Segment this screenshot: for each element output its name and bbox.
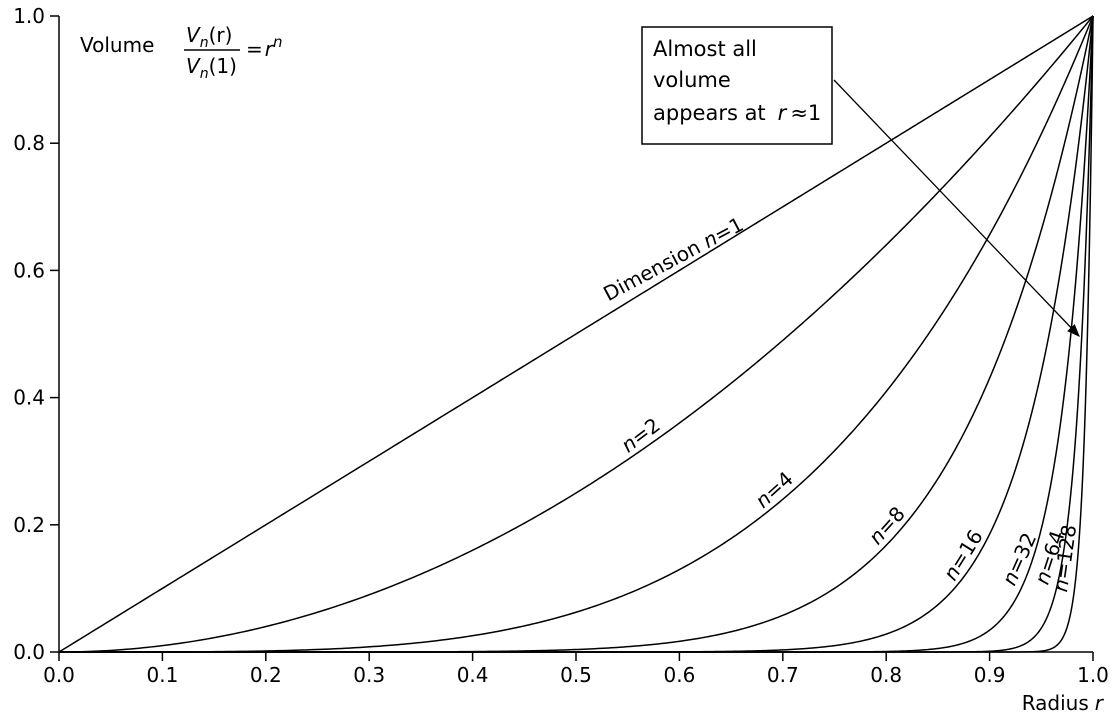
x-tick-label: 0.9 (974, 663, 1006, 687)
series-label-n16: n=16 (938, 525, 987, 584)
series-label-n8: n=8 (864, 502, 910, 549)
formula-numerator: Vn(r) (186, 23, 232, 51)
y-tick-label: 1.0 (13, 4, 45, 28)
series-label-text: Dimension n=1 (599, 212, 747, 306)
formula-rhs: = rn (246, 33, 283, 61)
x-tick-label: 0.3 (353, 663, 385, 687)
x-axis: 0.0 0.1 0.2 0.3 0.4 0.5 0.6 0.7 0.8 0.9 1.0 (43, 652, 1109, 687)
x-tick-label: 0.6 (663, 663, 695, 687)
x-tick-label: 0.7 (767, 663, 799, 687)
y-tick-label: 0.2 (13, 513, 45, 537)
series-labels: Dimension n=1n=2n=4n=8n=16n=32n=64n=128 (599, 212, 1081, 593)
formula-denominator: Vn(1) (186, 54, 237, 82)
y-tick-label: 0.8 (13, 131, 45, 155)
x-tick-label: 0.5 (560, 663, 592, 687)
annotation-line-2: volume (653, 68, 731, 92)
y-tick-label: 0.4 (13, 386, 45, 410)
x-tick-label: 1.0 (1077, 663, 1109, 687)
series-label-n1: Dimension n=1 (599, 212, 747, 306)
series-label-text: n=8 (864, 502, 910, 549)
series-label-text: n=4 (750, 467, 797, 513)
series-curve-n1 (58, 15, 1094, 653)
annotation-frame (641, 26, 833, 145)
series-curve-n4 (59, 15, 1094, 653)
annotation-line-3: appears at r ≈1 (653, 101, 821, 125)
y-axis: 0.0 0.2 0.4 0.6 0.8 1.0 (13, 4, 59, 664)
x-tick-label: 0.4 (457, 663, 489, 687)
series-curves (58, 15, 1094, 653)
annotation-line-1: Almost all (653, 37, 757, 61)
chart-title: Volume Vn(r) Vn(1) = rn (80, 23, 283, 82)
y-tick-label: 0.6 (13, 258, 45, 282)
x-tick-label: 0.1 (146, 663, 178, 687)
series-curve-n2 (58, 15, 1094, 653)
y-tick-label: 0.0 (13, 640, 45, 664)
x-tick-label: 0.8 (870, 663, 902, 687)
annotation-arrow (833, 79, 1080, 337)
x-tick-label: 0.0 (43, 663, 75, 687)
series-label-n4: n=4 (750, 467, 797, 513)
x-axis-label: Radius r (1022, 691, 1105, 715)
series-label-text: n=16 (938, 525, 987, 584)
series-curve-n128 (59, 16, 1094, 653)
x-tick-label: 0.2 (250, 663, 282, 687)
annotation-box: Almost all volume appears at r ≈1 (641, 26, 1080, 337)
title-prefix: Volume (80, 33, 154, 57)
